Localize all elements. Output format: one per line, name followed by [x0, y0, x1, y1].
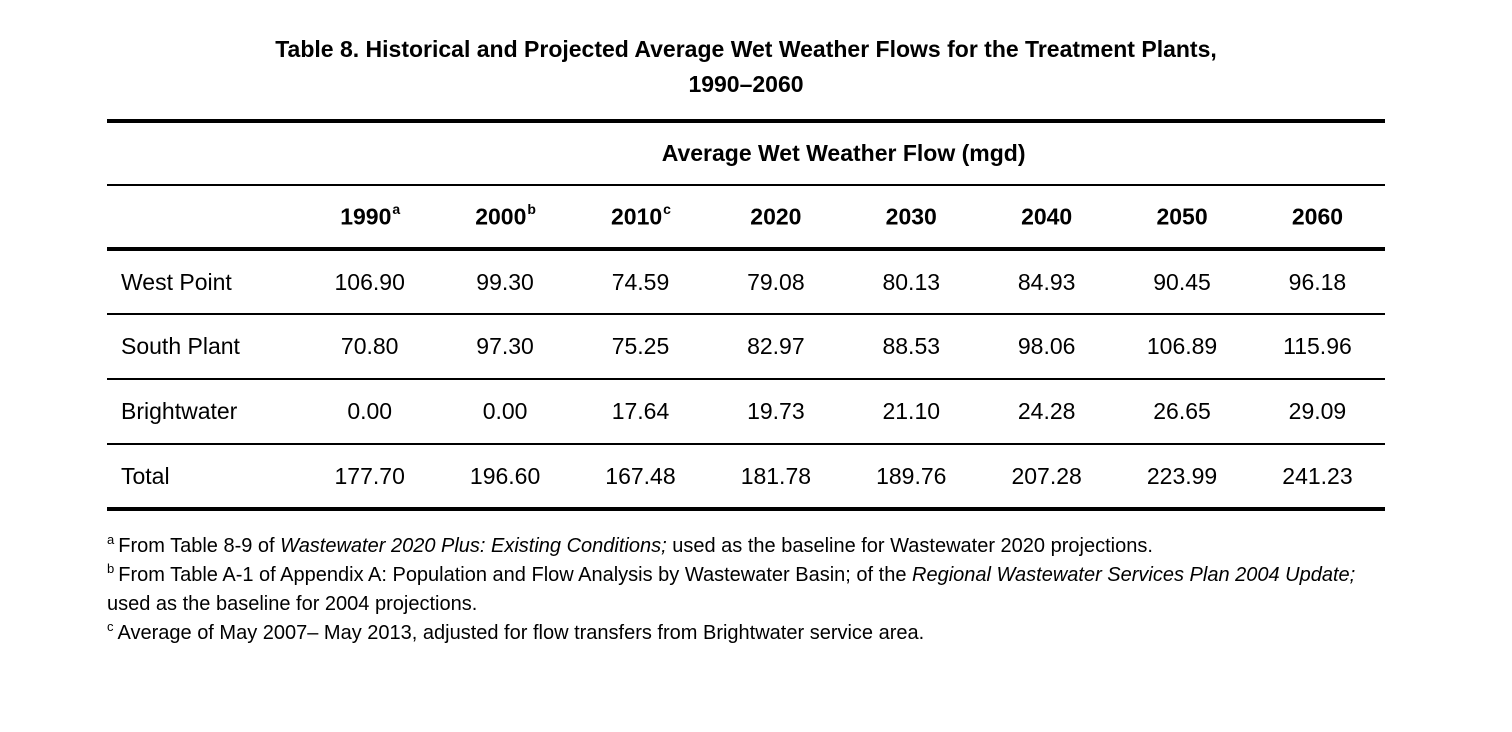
cell: 26.65	[1153, 398, 1211, 424]
cell: 80.13	[882, 268, 941, 295]
year-header-2040: 2040	[1021, 203, 1073, 230]
cell: 0.00	[482, 398, 528, 424]
cell: 19.73	[747, 398, 805, 424]
cell: 115.96	[1283, 333, 1352, 359]
document-page: Table 8. Historical and Projected Averag…	[107, 32, 1389, 648]
footnote-a: a From Table 8-9 of Wastewater 2020 Plus:…	[107, 532, 1153, 557]
cell: 21.10	[882, 398, 941, 424]
table-row-south-plant: South Plant 70.80 97.30 75.25 82.97 88.5…	[107, 314, 1386, 379]
span-header-row: Average Wet Weather Flow (mgd)	[107, 121, 1386, 185]
cell: 29.09	[1288, 398, 1347, 424]
year-header-row: 1990a 2000b 2010c 2020 2030 2040 2050 20…	[107, 185, 1386, 249]
cell: 97.30	[476, 333, 534, 359]
table-title: Table 8. Historical and Projected Averag…	[107, 32, 1385, 102]
footnote-ref-a: a	[392, 200, 401, 217]
cell: 79.08	[747, 268, 805, 295]
cell: 181.78	[740, 462, 812, 489]
cell: 82.97	[747, 333, 805, 359]
footnote-c: c Average of May 2007– May 2013, adjusted…	[107, 619, 925, 644]
span-header: Average Wet Weather Flow (mgd)	[661, 140, 1026, 166]
cell: 70.80	[340, 333, 399, 359]
flow-data-table: Average Wet Weather Flow (mgd) 1990a 200…	[107, 119, 1386, 511]
table-row-west-point: West Point 106.90 99.30 74.59 79.08 80.1…	[107, 249, 1386, 314]
table-title-line1: Table 8. Historical and Projected Averag…	[275, 36, 1217, 62]
year-header-1990: 1990a	[340, 200, 401, 230]
year-header-2030: 2030	[885, 203, 937, 230]
footnotes: a From Table 8-9 of Wastewater 2020 Plus:…	[107, 532, 1389, 648]
cell: 24.28	[1017, 398, 1076, 424]
year-header-2060: 2060	[1291, 203, 1344, 230]
cell: 98.06	[1017, 333, 1076, 359]
cell: 17.64	[611, 398, 670, 424]
cell: 74.59	[611, 268, 670, 295]
cell: 207.28	[1011, 462, 1082, 489]
row-label: South Plant	[121, 333, 240, 359]
cell: 106.89	[1146, 333, 1218, 359]
year-header-2010: 2010c	[610, 200, 671, 230]
footnote-marker-a: a	[107, 532, 115, 548]
cell: 0.00	[347, 398, 393, 424]
cell: 196.60	[469, 462, 541, 489]
footnote-marker-c: c	[107, 619, 114, 635]
cell: 96.18	[1288, 268, 1347, 295]
footnote-marker-b: b	[107, 561, 115, 577]
footnote-ref-b: b	[527, 200, 536, 217]
row-label: Brightwater	[121, 398, 238, 424]
cell: 189.76	[876, 462, 947, 489]
row-label: West Point	[121, 268, 232, 295]
cell: 177.70	[334, 462, 405, 489]
row-label: Total	[121, 462, 170, 489]
year-header-2020: 2020	[750, 203, 802, 230]
table-row-brightwater: Brightwater 0.00 0.00 17.64 19.73 21.10 …	[107, 379, 1386, 444]
footnote-ref-c: c	[663, 200, 671, 217]
cell: 99.30	[476, 268, 534, 295]
empty-corner-cell	[107, 121, 302, 185]
year-header-2000: 2000b	[475, 200, 536, 230]
cell: 167.48	[605, 462, 676, 489]
footnote-b: b From Table A-1 of Appendix A: Populatio…	[107, 561, 1356, 615]
cell: 223.99	[1146, 462, 1218, 489]
year-header-2050: 2050	[1156, 203, 1208, 230]
cell: 106.90	[334, 268, 405, 295]
cell: 75.25	[611, 333, 670, 359]
cell: 84.93	[1017, 268, 1076, 295]
cell: 90.45	[1153, 268, 1211, 295]
table-row-total: Total 177.70 196.60 167.48 181.78 189.76…	[107, 444, 1386, 509]
table-title-line2: 1990–2060	[688, 71, 804, 97]
cell: 88.53	[882, 333, 941, 359]
cell: 241.23	[1282, 462, 1353, 489]
empty-corner-cell	[107, 185, 302, 249]
